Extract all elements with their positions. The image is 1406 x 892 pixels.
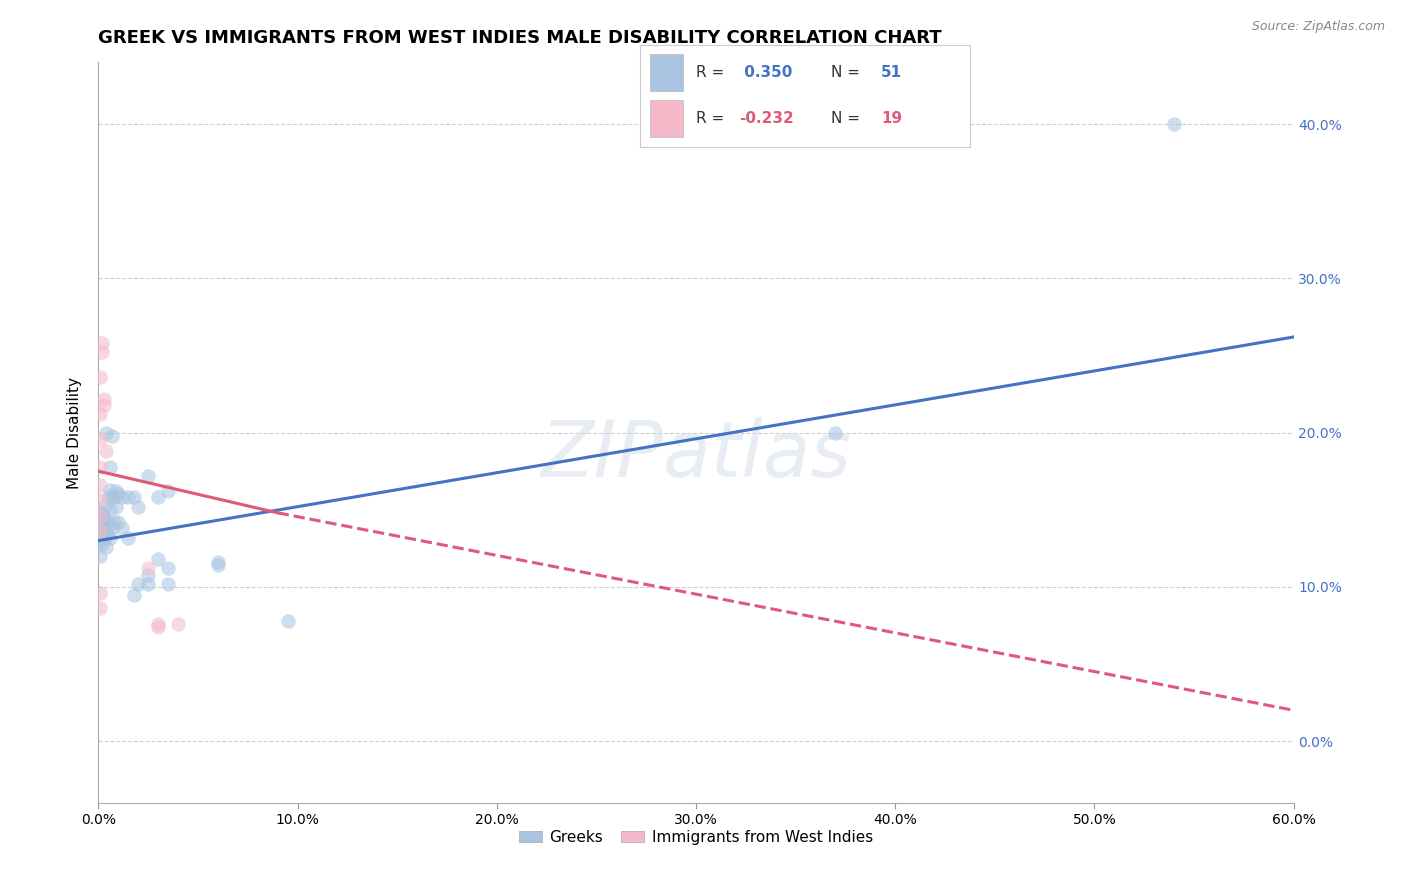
Text: N =: N = xyxy=(831,111,865,126)
Point xyxy=(93,392,115,406)
Text: -0.232: -0.232 xyxy=(740,111,793,126)
Point xyxy=(97,515,120,529)
Y-axis label: Male Disability: Male Disability xyxy=(67,376,83,489)
Point xyxy=(103,515,125,529)
Point xyxy=(101,521,124,535)
Point xyxy=(136,576,159,591)
Point xyxy=(96,540,118,554)
Point xyxy=(91,345,114,359)
Point xyxy=(105,484,128,499)
Point xyxy=(148,620,170,634)
Text: 0.350: 0.350 xyxy=(740,65,792,79)
Point xyxy=(207,558,229,573)
Point xyxy=(127,500,149,514)
Bar xyxy=(650,54,683,91)
Point xyxy=(117,531,139,545)
Point xyxy=(117,491,139,505)
Text: 19: 19 xyxy=(882,111,903,126)
Point xyxy=(89,586,111,600)
Point xyxy=(167,616,190,631)
Point xyxy=(136,468,159,483)
Point xyxy=(98,483,122,497)
Point xyxy=(89,432,111,446)
Point xyxy=(98,502,122,516)
Point xyxy=(101,491,124,505)
Point xyxy=(136,561,159,575)
Point xyxy=(96,425,118,440)
Point xyxy=(98,531,122,545)
Point xyxy=(157,484,180,499)
Point xyxy=(91,506,114,520)
Legend: Greeks, Immigrants from West Indies: Greeks, Immigrants from West Indies xyxy=(513,823,879,851)
Text: ZIPatlas: ZIPatlas xyxy=(540,417,852,493)
Point xyxy=(277,614,299,628)
Point xyxy=(89,533,111,548)
Point xyxy=(148,491,170,505)
Point xyxy=(207,555,229,569)
Point xyxy=(89,493,111,508)
Point xyxy=(107,487,129,501)
Bar xyxy=(650,100,683,137)
Point xyxy=(1163,117,1185,131)
Point xyxy=(89,459,111,474)
Point xyxy=(89,508,111,523)
Point xyxy=(89,370,111,384)
Point xyxy=(105,500,128,514)
Point xyxy=(93,500,115,514)
Point xyxy=(91,336,114,351)
Point xyxy=(127,576,149,591)
Point xyxy=(157,576,180,591)
Point xyxy=(98,459,122,474)
Text: R =: R = xyxy=(696,65,730,79)
Point xyxy=(148,616,170,631)
Point xyxy=(89,518,111,533)
Point xyxy=(96,444,118,458)
Point xyxy=(89,524,111,539)
Point xyxy=(89,506,111,520)
Text: Source: ZipAtlas.com: Source: ZipAtlas.com xyxy=(1251,20,1385,33)
Point xyxy=(93,531,115,545)
Point xyxy=(124,588,146,602)
Point xyxy=(89,407,111,421)
Point xyxy=(101,428,124,442)
Point xyxy=(89,478,111,492)
Point xyxy=(157,561,180,575)
Point xyxy=(91,525,114,540)
Point xyxy=(93,510,115,524)
Point xyxy=(91,515,114,529)
Point xyxy=(103,491,125,505)
Text: 51: 51 xyxy=(882,65,903,79)
Point xyxy=(97,527,120,541)
Text: GREEK VS IMMIGRANTS FROM WEST INDIES MALE DISABILITY CORRELATION CHART: GREEK VS IMMIGRANTS FROM WEST INDIES MAL… xyxy=(98,29,942,47)
Point xyxy=(89,601,111,615)
Point xyxy=(148,552,170,566)
Point xyxy=(97,491,120,505)
Point xyxy=(824,425,846,440)
Point xyxy=(136,567,159,582)
Point xyxy=(93,398,115,412)
Point xyxy=(96,524,118,539)
Point xyxy=(89,549,111,563)
Point xyxy=(107,515,129,529)
Point xyxy=(111,521,134,535)
Point xyxy=(111,491,134,505)
Text: N =: N = xyxy=(831,65,865,79)
Text: R =: R = xyxy=(696,111,730,126)
Point xyxy=(124,491,146,505)
Point xyxy=(91,536,114,550)
Point xyxy=(93,521,115,535)
